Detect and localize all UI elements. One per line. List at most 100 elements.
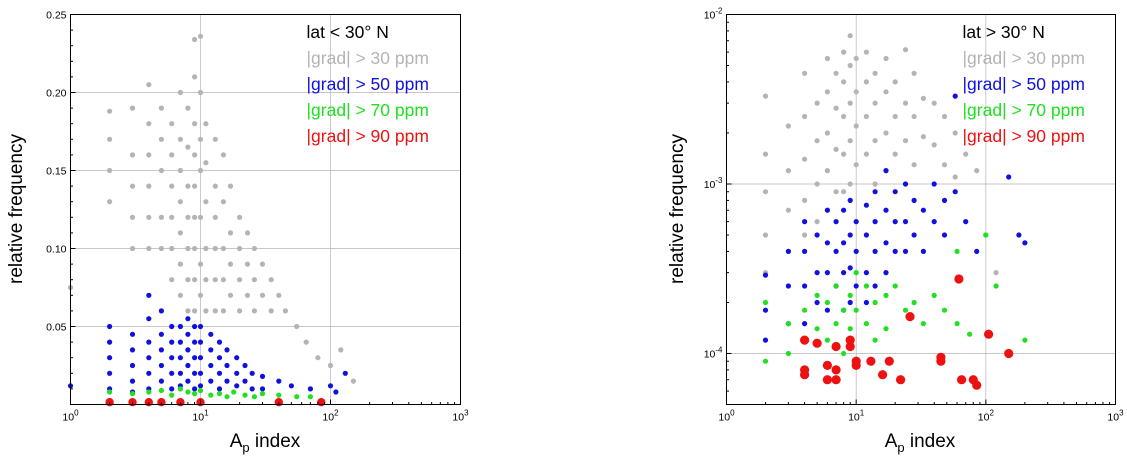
left-scatter-points [67,33,356,407]
data-point [192,308,198,314]
data-point [146,183,152,189]
data-point [833,248,839,254]
data-point [831,341,841,352]
data-point [833,105,839,111]
data-point [169,386,175,392]
data-point [276,292,282,298]
data-point [863,283,870,289]
data-point [902,138,909,144]
data-point [220,245,226,252]
data-point [224,378,230,384]
data-point [185,331,191,337]
data-point [146,316,152,322]
y-tick-label: 10-3 [704,176,723,191]
data-point [185,277,191,283]
data-point [192,391,198,397]
right-chart-panel: 100 101 102 103 10-4 10-3 10-2 relative freque… [667,7,1124,456]
data-point [107,339,113,345]
data-point [169,392,175,398]
data-point [941,197,948,203]
data-point [863,202,870,208]
data-point [220,152,226,158]
data-point [841,207,847,213]
data-point [249,386,255,392]
data-point [244,261,251,267]
data-point [129,362,136,369]
data-point [762,272,769,278]
data-point [208,331,214,337]
data-point [762,299,769,306]
data-point [802,283,808,289]
data-point [931,219,937,225]
data-point [931,181,937,187]
data-point [237,214,243,220]
left-grid [70,14,461,405]
data-point [814,326,820,332]
data-point [847,181,853,187]
data-point [941,232,948,238]
data-point [197,261,204,267]
data-point [197,89,204,96]
data-point [227,261,234,267]
data-point [822,375,833,385]
data-point [872,181,878,187]
data-point [177,386,183,392]
data-point [814,299,820,306]
data-point [169,152,175,158]
data-point [276,392,282,398]
data-point [203,277,209,283]
data-point [107,136,113,142]
data-point [249,370,255,376]
data-point [833,146,839,152]
data-point [129,183,136,189]
data-point [785,168,792,174]
data-point [833,321,839,327]
data-point [197,214,204,220]
data-point [841,49,847,55]
data-point [197,355,204,361]
data-point [129,378,136,384]
data-point [892,248,898,254]
right-axis-ticks: 100 101 102 103 10-4 10-3 10-2 [704,7,1124,424]
data-point [822,360,833,370]
data-point [294,323,300,330]
data-point [251,277,257,283]
data-point [197,167,204,174]
data-point [851,360,861,370]
data-point [259,261,266,267]
data-point [863,321,870,327]
data-point [192,355,198,361]
data-point [883,240,889,246]
data-point [212,245,218,252]
data-point [847,100,853,106]
data-point [902,181,909,187]
data-point [192,370,198,376]
data-point [762,232,769,238]
data-point [892,219,898,225]
data-point [863,270,870,276]
data-point [146,121,152,127]
data-point [762,337,769,343]
data-point [941,307,948,313]
data-point [853,89,859,95]
data-point [920,207,927,213]
data-point [107,108,113,114]
data-point [212,214,218,220]
data-point [892,151,898,157]
data-point [227,230,234,236]
data-point [974,248,980,254]
data-point [158,214,164,220]
data-point [203,245,209,252]
data-point [845,335,855,345]
left-y-axis-title: relative frequency [6,134,27,284]
data-point [158,347,164,353]
data-point [169,277,175,283]
data-point [847,326,853,332]
data-point [911,70,917,76]
data-point [902,307,909,313]
data-point [853,123,859,129]
x-tick-label: 100 [718,409,735,424]
data-point [185,183,191,189]
data-point [941,113,948,120]
data-point [212,136,218,142]
